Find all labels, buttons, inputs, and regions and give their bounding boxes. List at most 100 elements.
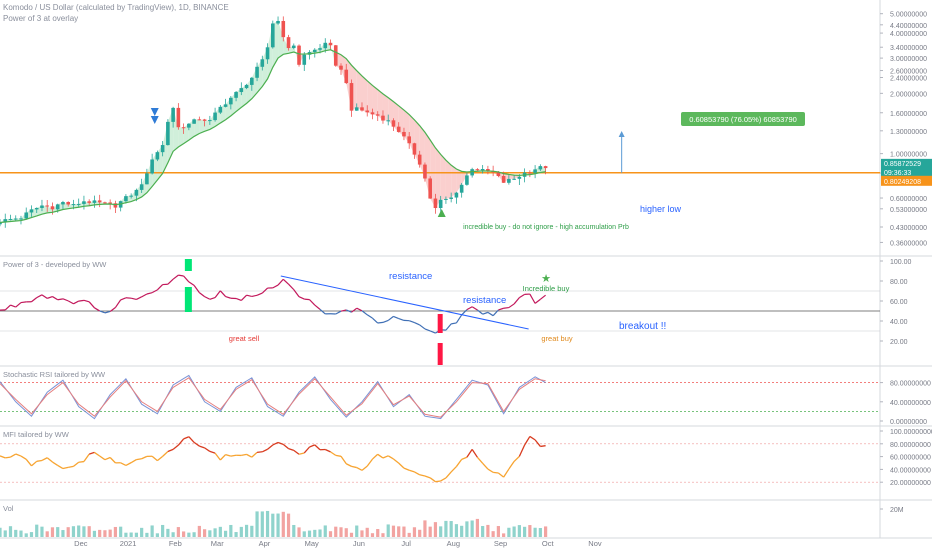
time-tick-label: Sep [494,539,507,548]
candle-body [512,178,516,180]
volume-bar [339,527,343,537]
p3-line-segment [487,311,494,317]
mfi-line-segment [277,441,284,446]
mfi-pane-title: MFI tailored by WW [3,430,70,439]
resistance-trendline [280,275,529,330]
volume-bar [24,533,28,537]
great-sell-label: great sell [229,334,260,343]
volume-bar [412,527,417,537]
volume-bar [418,529,422,537]
p3-line-segment [219,290,227,297]
candle-body [97,200,102,203]
volume-bar [176,527,180,537]
price-tick-label: 0.36000000 [890,240,927,247]
candle-body [223,104,228,107]
volume-bar [538,528,542,537]
candle-body [480,168,485,171]
mfi-line-segment [256,451,263,453]
candle-body [181,127,186,129]
volume-bar [475,518,479,537]
price-tick-label: 3.00000000 [890,56,927,63]
candle-body [13,218,18,220]
mfi-line-segment [466,448,473,458]
volume-bar [155,533,159,537]
candle-body [208,120,212,122]
candle-body [501,176,506,183]
mfi-line-segment [335,454,342,457]
ema-line [0,49,546,224]
volume-bar [40,526,44,537]
p3-line-segment [57,298,64,301]
mfi-line-segment [366,458,373,467]
candle-body [218,106,223,113]
mfi-line-segment [31,460,38,467]
volume-bar [517,525,521,537]
sell-signal-icon [150,108,159,116]
mfi-line-segment [513,455,520,462]
candle-body [145,173,149,185]
p3-line-segment [114,299,122,308]
p3-line-segment [167,278,174,285]
candle-body [0,222,2,225]
candle-body [29,209,34,213]
p3-line-segment [482,311,489,315]
volume-bar [423,520,427,537]
time-tick-label: Mar [211,539,224,548]
buy-signal-icon [437,209,446,217]
volume-bar [491,531,495,537]
p3-line-segment [156,284,164,291]
volume-bar [286,513,291,537]
p3-line-segment [508,303,515,309]
p3-line-segment [198,292,205,298]
trend-cloud-segment [377,89,383,121]
volume-bar [166,528,170,537]
volume-bar [544,526,548,537]
breakout-label: breakout !! [619,321,666,332]
mfi-line-segment [25,458,32,467]
mfi-tick-label: 20.00000000 [890,480,931,487]
price-tick-label: 0.60000000 [890,196,927,203]
trend-cloud-segment [440,154,446,200]
candle-body [412,143,417,155]
candle-body [286,37,291,49]
volume-bar [244,524,249,537]
p3-tick-label: 60.00 [890,299,908,306]
p3-line-segment [335,310,342,315]
p3-line-segment [277,278,284,286]
p3-line-segment [377,321,384,324]
volume-bar [318,529,322,537]
trend-cloud-segment [435,147,441,209]
candle-body [108,202,112,204]
volume-bar [276,513,280,537]
candle-body [433,198,438,209]
candle-body [297,45,301,65]
p3-line-segment [67,300,74,305]
measure-label-box [681,112,805,126]
volume-bar [124,532,128,537]
candle-body [202,119,207,121]
trend-cloud-segment [445,160,452,199]
p3-line-segment [356,307,363,312]
volume-bar [265,510,270,537]
candle-body [150,159,154,174]
mfi-line-segment [487,468,494,473]
p3-line-segment [340,309,347,312]
mfi-line-segment [503,468,510,478]
mfi-tick-label: 40.00000000 [890,467,931,474]
mfi-line-segment [214,452,221,461]
p3-line-segment [31,297,38,303]
mfi-line-segment [493,471,499,474]
volume-bar [56,527,60,537]
volume-bar [512,526,516,537]
volume-bar [465,521,469,537]
volume-bar [533,527,537,537]
mfi-line-segment [225,453,232,457]
trend-cloud-segment [514,175,520,179]
mfi-line-segment [377,453,384,459]
volume-bar [292,524,296,537]
star-icon: ★ [541,273,551,285]
mfi-line-segment [303,446,311,454]
mfi-line-segment [309,444,316,448]
candle-body [40,205,44,208]
